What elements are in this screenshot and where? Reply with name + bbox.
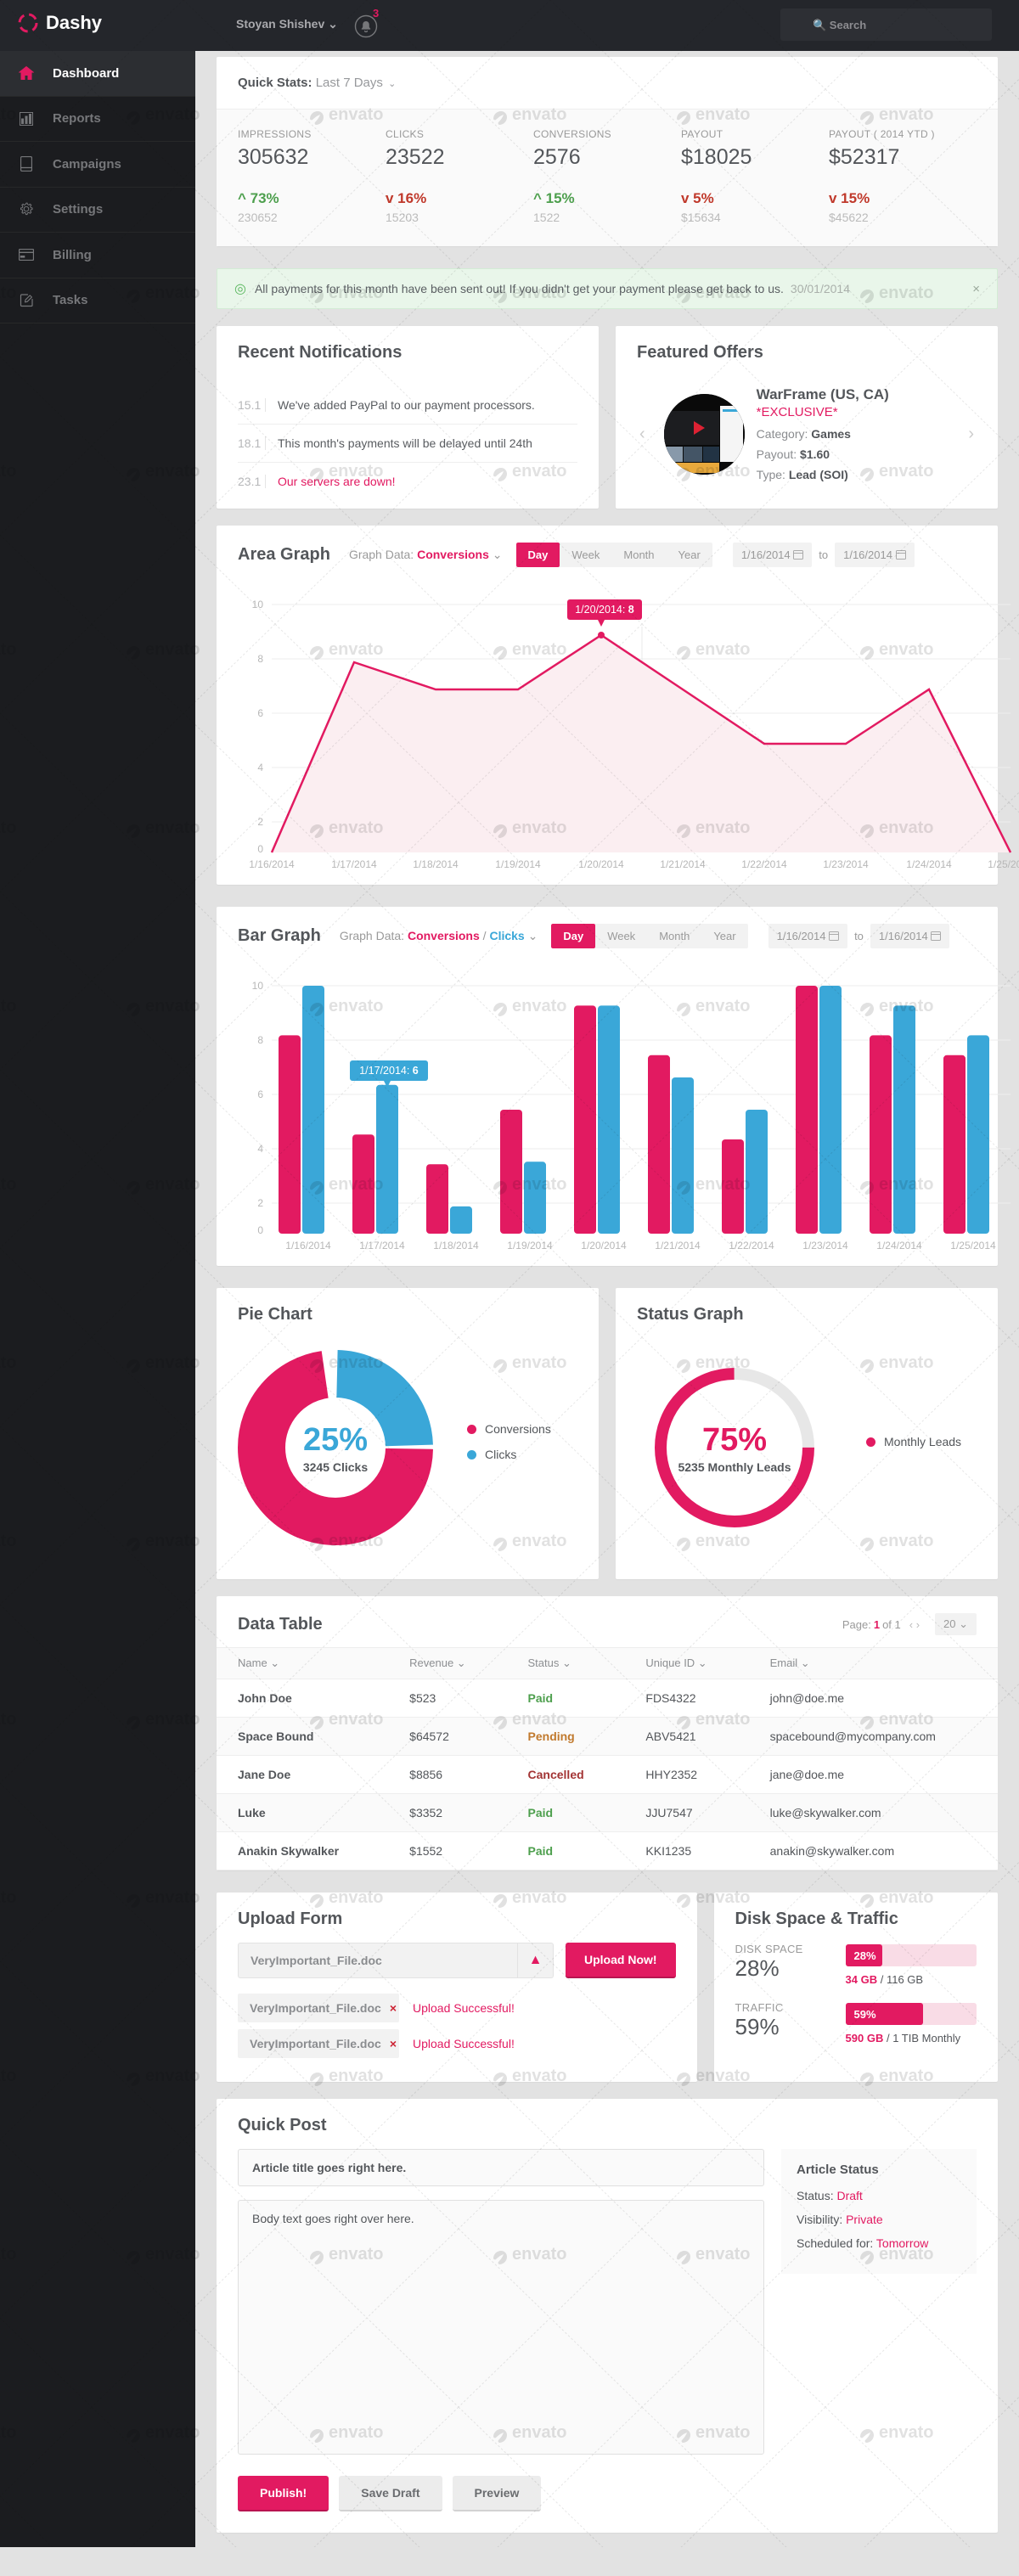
svg-text:0: 0	[257, 843, 263, 855]
svg-text:4: 4	[257, 762, 263, 773]
svg-text:10: 10	[252, 599, 264, 610]
svg-text:1/19/2014: 1/19/2014	[495, 858, 541, 868]
svg-text:6: 6	[257, 707, 263, 719]
svg-text:1/23/2014: 1/23/2014	[823, 858, 869, 868]
svg-text:1/20/2014: 1/20/2014	[578, 858, 624, 868]
svg-text:1/17/2014: 1/17/2014	[359, 1240, 405, 1249]
svg-text:2: 2	[257, 816, 263, 828]
svg-text:6: 6	[257, 1088, 263, 1100]
svg-text:1/20/2014: 1/20/2014	[581, 1240, 627, 1249]
svg-text:1/19/2014: 1/19/2014	[507, 1240, 553, 1249]
svg-text:1/21/2014: 1/21/2014	[660, 858, 706, 868]
svg-text:1/25/2014: 1/25/2014	[988, 858, 1019, 868]
svg-text:1/18/2014: 1/18/2014	[413, 858, 459, 868]
svg-text:1/22/2014: 1/22/2014	[729, 1240, 774, 1249]
svg-text:8: 8	[257, 1034, 263, 1046]
svg-text:1/21/2014: 1/21/2014	[655, 1240, 701, 1249]
svg-text:1/16/2014: 1/16/2014	[249, 858, 295, 868]
svg-text:1/18/2014: 1/18/2014	[433, 1240, 479, 1249]
svg-text:10: 10	[252, 980, 264, 992]
svg-text:0: 0	[257, 1224, 263, 1236]
svg-text:1/17/2014: 6: 1/17/2014: 6	[359, 1065, 419, 1077]
svg-text:1/24/2014: 1/24/2014	[906, 858, 952, 868]
svg-text:1/16/2014: 1/16/2014	[285, 1240, 331, 1249]
svg-text:1/17/2014: 1/17/2014	[331, 858, 377, 868]
svg-text:1/25/2014: 1/25/2014	[950, 1240, 996, 1249]
svg-text:8: 8	[257, 653, 263, 665]
svg-text:4: 4	[257, 1143, 263, 1155]
svg-text:1/24/2014: 1/24/2014	[876, 1240, 922, 1249]
svg-text:1/23/2014: 1/23/2014	[802, 1240, 848, 1249]
svg-text:1/22/2014: 1/22/2014	[741, 858, 787, 868]
svg-text:1/20/2014: 8: 1/20/2014: 8	[575, 604, 634, 616]
svg-text:2: 2	[257, 1197, 263, 1209]
